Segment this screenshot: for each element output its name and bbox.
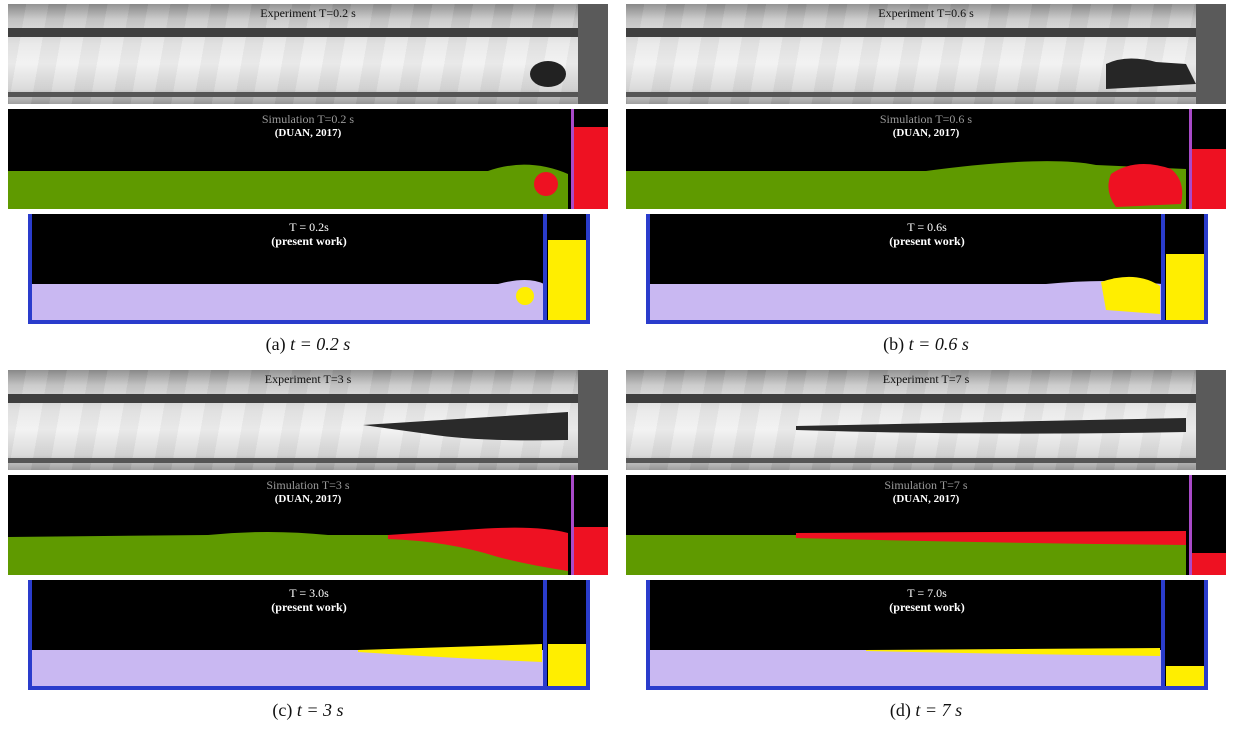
panel-caption: (b) t = 0.6 s [626,334,1226,355]
experiment-label: Experiment T=0.6 s [878,6,974,20]
figure-panel-c: Experiment T=3 s Simulation T=3 s (DUAN,… [8,366,608,730]
simulation-source: (DUAN, 2017) [274,493,342,505]
present-source: (present work) [889,600,965,614]
experiment-photo: Experiment T=0.2 s [8,4,608,104]
experiment-photo: Experiment T=7 s [626,370,1226,470]
caption-expression: t = 3 s [296,700,344,720]
caption-prefix: (d) [889,700,911,720]
present-work-snapshot: T = 0.2s (present work) [28,214,590,324]
present-source: (present work) [271,234,347,248]
figure-panel-d: Experiment T=7 s Simulation T=7 s (DUAN,… [626,366,1226,730]
caption-prefix: (a) [265,334,286,354]
present-label: T = 7.0s [907,586,947,600]
simulation-source: (DUAN, 2017) [892,127,960,139]
present-work-snapshot: T = 0.6s (present work) [646,214,1208,324]
caption-prefix: (c) [272,700,293,720]
caption-expression: t = 0.6 s [908,334,969,354]
simulation-label: Simulation T=3 s [266,478,350,492]
panel-caption: (a) t = 0.2 s [8,334,608,355]
present-label: T = 3.0s [289,586,329,600]
simulation-source: (DUAN, 2017) [892,493,960,505]
panel-caption: (d) t = 7 s [626,700,1226,721]
simulation-snapshot: Simulation T=7 s (DUAN, 2017) [626,475,1226,575]
caption-expression: t = 7 s [915,700,963,720]
experiment-photo: Experiment T=3 s [8,370,608,470]
experiment-label: Experiment T=0.2 s [260,6,356,20]
simulation-snapshot: Simulation T=0.2 s (DUAN, 2017) [8,109,608,209]
present-source: (present work) [889,234,965,248]
simulation-label: Simulation T=0.6 s [879,112,973,126]
simulation-source: (DUAN, 2017) [274,127,342,139]
present-label: T = 0.2s [289,220,329,234]
experiment-photo: Experiment T=0.6 s [626,4,1226,104]
present-work-snapshot: T = 3.0s (present work) [28,580,590,690]
experiment-label: Experiment T=7 s [882,372,970,386]
figure-panel-b: Experiment T=0.6 s Simulation T=0.6 s (D… [626,0,1226,364]
caption-prefix: (b) [883,334,905,354]
caption-expression: t = 0.2 s [290,334,351,354]
present-work-snapshot: T = 7.0s (present work) [646,580,1208,690]
present-source: (present work) [271,600,347,614]
simulation-snapshot: Simulation T=3 s (DUAN, 2017) [8,475,608,575]
figure-panel-a: Experiment T=0.2 s Simulation T=0.2 s (D… [8,0,608,364]
simulation-snapshot: Simulation T=0.6 s (DUAN, 2017) [626,109,1226,209]
present-label: T = 0.6s [907,220,947,234]
panel-caption: (c) t = 3 s [8,700,608,721]
simulation-label: Simulation T=7 s [884,478,968,492]
experiment-label: Experiment T=3 s [264,372,352,386]
simulation-label: Simulation T=0.2 s [261,112,355,126]
